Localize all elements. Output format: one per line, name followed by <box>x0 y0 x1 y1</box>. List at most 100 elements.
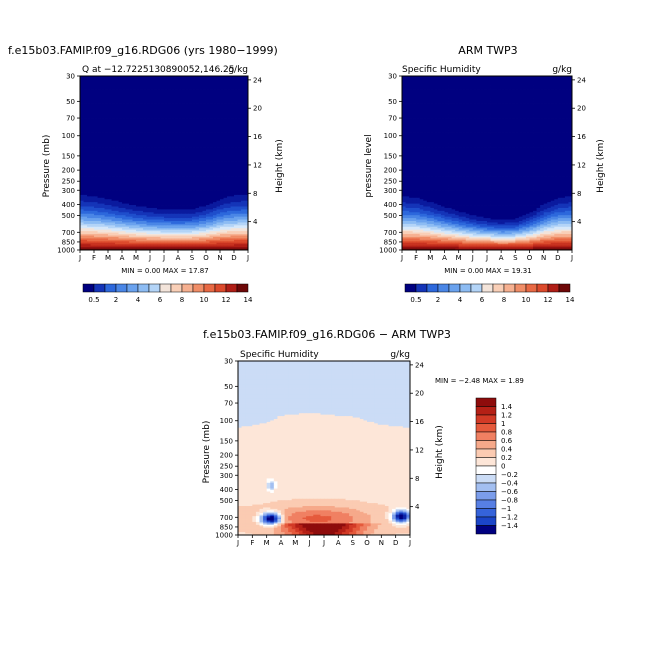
contour-cell <box>227 128 231 131</box>
contour-cell <box>139 223 144 226</box>
contour-cell <box>97 91 102 94</box>
contour-cell <box>136 194 140 197</box>
contour-cell <box>115 141 119 144</box>
contour-cell <box>185 100 189 103</box>
contour-cell <box>146 176 151 178</box>
contour-cell <box>164 192 168 194</box>
contour-cell <box>80 91 84 94</box>
contour-cell <box>111 160 116 162</box>
contour-cell <box>171 210 175 213</box>
contour-cell <box>150 209 154 212</box>
contour-cell <box>90 160 95 162</box>
contour-cell <box>216 109 221 112</box>
contour-cell <box>132 215 137 218</box>
contour-cell <box>213 141 217 144</box>
contour-cell <box>97 209 102 212</box>
contour-cell <box>94 76 98 78</box>
contour-cell <box>174 218 179 220</box>
contour-cell <box>244 102 249 104</box>
contour-cell <box>157 215 161 218</box>
contour-cell <box>185 223 189 226</box>
contour-cell <box>213 86 217 88</box>
contour-cell <box>188 89 193 91</box>
contour-cell <box>146 199 151 202</box>
contour-cell <box>111 135 116 138</box>
contour-cell <box>101 77 105 80</box>
contour-cell <box>101 103 105 106</box>
contour-cell <box>104 144 109 146</box>
contour-cell <box>139 186 144 189</box>
contour-cell <box>136 147 140 149</box>
contour-cell <box>111 218 116 220</box>
contour-cell <box>171 135 175 138</box>
contour-cell <box>202 116 207 119</box>
contour-cell <box>139 216 144 219</box>
contour-cell <box>94 132 98 135</box>
contour-cell <box>167 94 172 97</box>
contour-cell <box>143 89 147 91</box>
contour-cell <box>101 126 105 129</box>
contour-cell <box>90 107 95 110</box>
contour-cell <box>160 90 165 93</box>
contour-cell <box>213 100 217 103</box>
contour-cell <box>237 171 242 174</box>
contour-cell <box>115 189 119 191</box>
contour-cell <box>139 115 144 117</box>
contour-cell <box>220 132 224 135</box>
contour-cell <box>234 100 238 103</box>
contour-cell <box>160 110 165 113</box>
contour-cell <box>209 119 214 122</box>
contour-cell <box>202 135 207 138</box>
contour-cell <box>171 76 175 78</box>
contour-cell <box>199 163 203 165</box>
contour-cell <box>181 122 186 125</box>
contour-cell <box>150 102 154 104</box>
contour-cell <box>90 149 95 152</box>
contour-cell <box>164 76 168 78</box>
contour-cell <box>83 86 88 88</box>
contour-cell <box>220 126 224 129</box>
contour-cell <box>136 131 140 133</box>
contour-cell <box>192 126 196 129</box>
contour-cell <box>209 168 214 171</box>
contour-cell <box>101 81 105 84</box>
contour-cell <box>237 100 242 103</box>
contour-cell <box>97 107 102 110</box>
contour-cell <box>136 119 140 122</box>
contour-cell <box>167 157 172 160</box>
contour-cell <box>104 151 109 154</box>
contour-cell <box>157 122 161 125</box>
contour-cell <box>153 77 158 80</box>
contour-cell <box>241 126 245 129</box>
contour-cell <box>97 194 102 197</box>
contour-cell <box>132 105 137 107</box>
contour-cell <box>206 87 210 90</box>
contour-cell <box>94 86 98 88</box>
contour-cell <box>230 113 235 116</box>
contour-cell <box>223 209 228 212</box>
contour-cell <box>174 119 179 122</box>
contour-cell <box>227 106 231 109</box>
contour-cell <box>230 218 235 220</box>
contour-cell <box>129 221 133 223</box>
contour-cell <box>115 203 119 206</box>
contour-cell <box>227 168 231 171</box>
contour-cell <box>157 145 161 148</box>
contour-cell <box>230 196 235 199</box>
contour-cell <box>199 200 203 203</box>
contour-cell <box>90 87 95 90</box>
contour-cell <box>220 163 224 165</box>
contour-cell <box>241 209 245 212</box>
contour-cell <box>150 225 154 228</box>
contour-cell <box>195 135 200 138</box>
contour-cell <box>206 141 210 144</box>
contour-cell <box>150 115 154 117</box>
contour-cell <box>104 173 109 175</box>
contour-cell <box>132 194 137 197</box>
contour-cell <box>80 122 84 125</box>
contour-cell <box>213 200 217 203</box>
contour-cell <box>125 115 130 117</box>
contour-cell <box>150 89 154 91</box>
contour-cell <box>192 142 196 145</box>
contour-cell <box>150 119 154 122</box>
